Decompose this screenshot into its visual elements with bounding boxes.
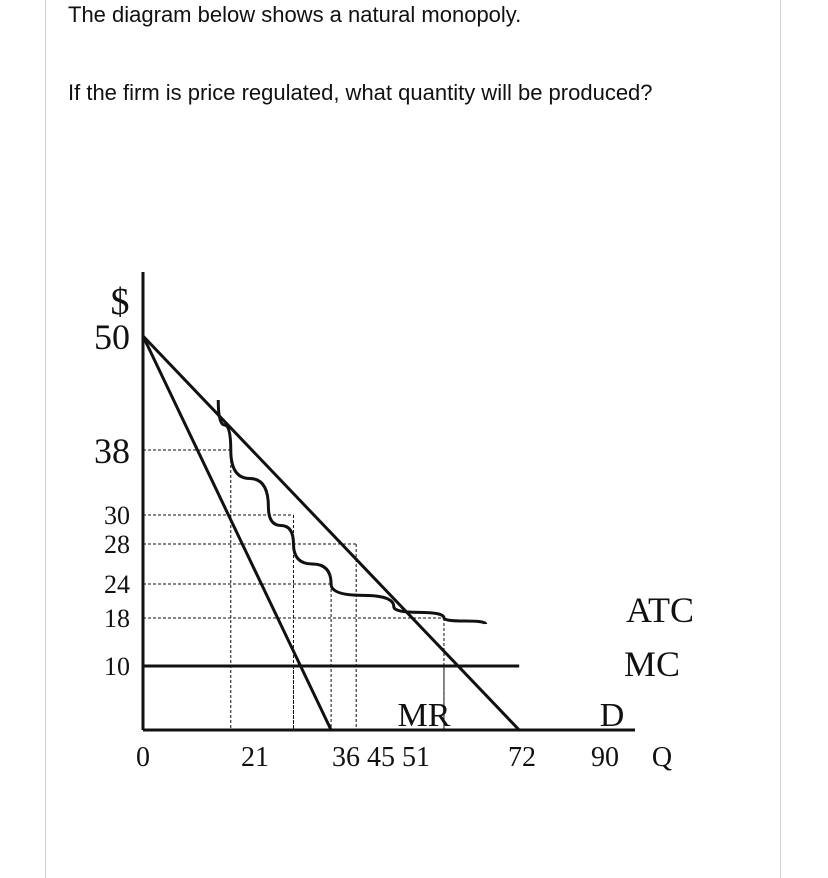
y-tick-label-24: 24	[104, 570, 130, 599]
x-tick-label-4: 90	[591, 742, 619, 773]
series-label-mc: MC	[624, 644, 680, 684]
series-atc-curve	[216, 399, 488, 625]
y-tick-label-18: 18	[104, 604, 130, 633]
x-tick-label-3: 72	[508, 742, 536, 773]
x-axis-label: Q	[652, 742, 672, 773]
series-d-curve	[141, 334, 521, 732]
y-axis-label: $	[111, 281, 130, 323]
y-tick-label-10: 10	[104, 652, 130, 681]
series-label-d: D	[600, 697, 625, 734]
series-label-mr: MR	[398, 697, 451, 734]
y-tick-label-38: 38	[94, 431, 130, 471]
series-label-atc: ATC	[626, 590, 694, 630]
y-tick-label-28: 28	[104, 530, 130, 559]
question-card	[45, 0, 781, 878]
question-intro-text: The diagram below shows a natural monopo…	[68, 2, 522, 27]
question-prompt-text: If the firm is price regulated, what qua…	[68, 80, 653, 105]
series-mr-curve	[141, 335, 333, 731]
y-tick-label-50: 50	[94, 317, 130, 357]
y-tick-label-30: 30	[104, 501, 130, 530]
x-tick-label-1: 21	[241, 742, 269, 773]
x-tick-label-0: 0	[136, 742, 150, 773]
x-tick-label-2: 36 45 51	[332, 742, 430, 773]
